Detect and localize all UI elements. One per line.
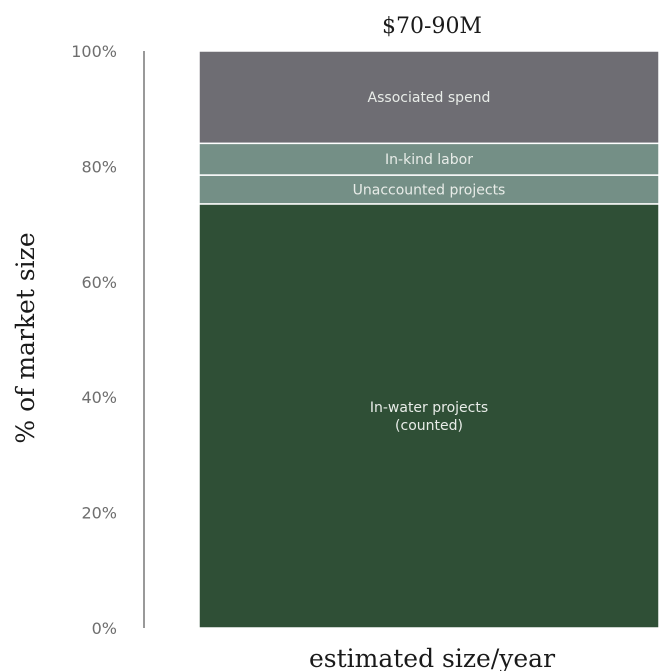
- segment-label: (counted): [395, 418, 463, 434]
- segment-labels: In-water projects (counted) Unaccounted pr…: [353, 90, 506, 434]
- y-tick-label: 0%: [92, 619, 117, 638]
- bar-segment: [198, 203, 659, 629]
- y-tick-label: 40%: [81, 388, 117, 407]
- y-axis-ticks: 0% 20% 40% 60% 80% 100%: [71, 42, 117, 638]
- segment-label: In-kind labor: [385, 152, 473, 168]
- segment-label: Unaccounted projects: [353, 182, 506, 198]
- chart-title: $70-90M: [382, 14, 482, 39]
- y-tick-label: 100%: [71, 42, 117, 61]
- bar-stack: [198, 50, 659, 629]
- bar-segment: [198, 50, 659, 145]
- y-tick-label: 60%: [81, 273, 117, 292]
- y-tick-label: 20%: [81, 504, 117, 523]
- segment-label: In-water projects: [370, 400, 488, 416]
- x-axis-label: estimated size/year: [309, 644, 555, 671]
- segment-label: Associated spend: [368, 90, 491, 106]
- y-tick-label: 80%: [81, 157, 117, 176]
- y-axis-label: % of market size: [11, 232, 40, 443]
